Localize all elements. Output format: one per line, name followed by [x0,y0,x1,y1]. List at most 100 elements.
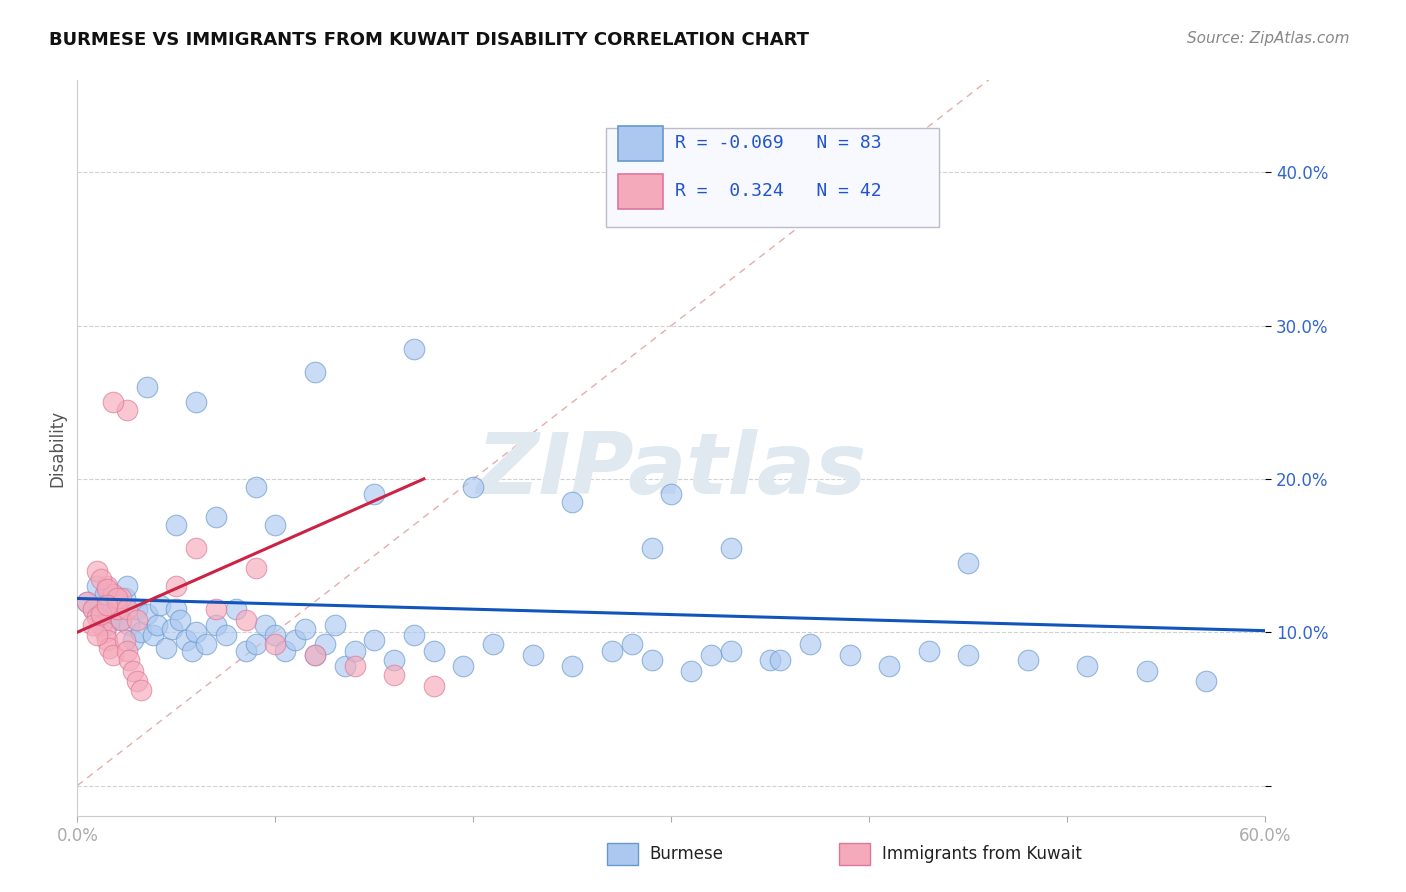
Point [110,613,132,627]
Point [105,591,128,606]
Point [125,602,148,616]
Point [101,610,124,624]
Point [94,587,117,601]
Point [640,541,662,555]
Point [382,668,405,682]
Point [135,380,157,394]
Point [86,579,108,593]
Point [174,632,197,647]
Point [314,638,336,652]
Point [135,607,157,621]
Point [769,653,792,667]
Point [245,561,267,575]
Point [463,479,485,493]
Point [304,648,326,663]
Point [720,541,742,555]
Point [101,395,124,409]
Point [245,638,267,652]
Point [661,487,683,501]
Point [115,602,138,616]
Point [105,602,128,616]
Text: Immigrants from Kuwait: Immigrants from Kuwait [882,845,1081,863]
Point [235,643,257,657]
Point [1017,653,1039,667]
Point [82,617,104,632]
Point [402,342,425,356]
Point [110,613,132,627]
Point [90,617,112,632]
Point [94,625,117,640]
Point [304,648,326,663]
Point [482,638,505,652]
Point [720,643,742,657]
Point [142,628,165,642]
Point [402,628,425,642]
Point [96,598,118,612]
Point [121,632,143,647]
Point [453,659,475,673]
Point [343,659,366,673]
Point [620,638,643,652]
Point [838,648,860,663]
Point [1136,664,1159,678]
Point [96,579,118,593]
Point [957,648,980,663]
Point [98,594,121,608]
Point [76,594,98,608]
Point [76,594,98,608]
Point [105,598,128,612]
Point [264,628,287,642]
Point [105,602,128,616]
Text: R = -0.069   N = 83: R = -0.069 N = 83 [675,134,882,152]
Point [333,659,356,673]
Point [129,625,152,640]
Point [118,617,141,632]
Point [129,683,152,698]
Point [101,648,124,663]
Point [343,643,366,657]
Point [1076,659,1098,673]
Point [1195,674,1218,689]
Point [423,643,446,657]
Point [363,632,385,647]
Point [86,628,108,642]
Point [561,495,583,509]
FancyBboxPatch shape [617,174,664,209]
Point [114,632,136,647]
Point [759,653,782,667]
Point [264,638,287,652]
Point [145,617,167,632]
Point [115,579,138,593]
Point [877,659,900,673]
Point [205,617,228,632]
Point [186,625,208,640]
Point [304,365,326,379]
Point [86,610,108,624]
Text: BURMESE VS IMMIGRANTS FROM KUWAIT DISABILITY CORRELATION CHART: BURMESE VS IMMIGRANTS FROM KUWAIT DISABI… [49,31,810,49]
FancyBboxPatch shape [617,126,664,161]
Point [165,602,187,616]
Point [294,622,316,636]
Point [700,648,723,663]
Point [101,587,124,601]
Y-axis label: Disability: Disability [48,409,66,487]
Point [799,638,821,652]
Point [205,602,228,616]
Point [181,643,204,657]
Point [363,487,385,501]
FancyBboxPatch shape [607,843,638,865]
Point [96,582,118,597]
Point [264,517,287,532]
Point [186,541,208,555]
Point [90,610,112,624]
Point [96,617,118,632]
Point [225,602,247,616]
Text: ZIPatlas: ZIPatlas [477,429,866,512]
Point [121,664,143,678]
Point [125,613,148,627]
Point [165,517,187,532]
Text: R =  0.324   N = 42: R = 0.324 N = 42 [675,182,882,200]
Point [284,632,307,647]
Point [274,643,297,657]
Text: Source: ZipAtlas.com: Source: ZipAtlas.com [1187,31,1350,46]
